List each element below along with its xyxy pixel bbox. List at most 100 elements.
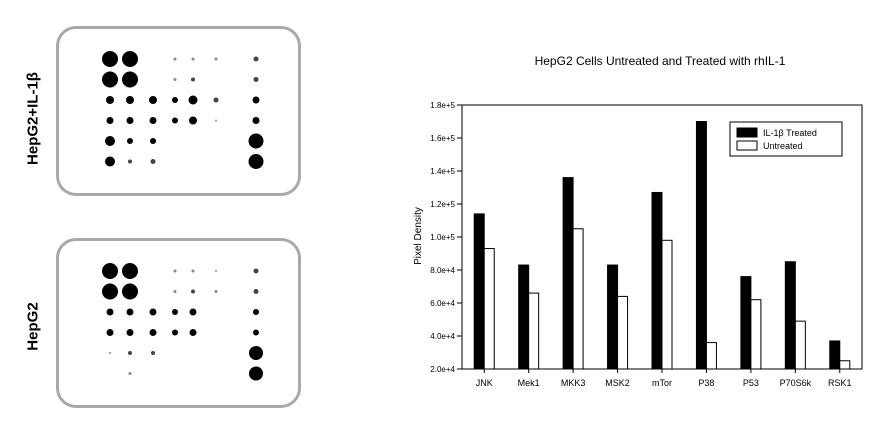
bar-untreated bbox=[839, 360, 851, 370]
untreated-blot-dot bbox=[215, 270, 217, 272]
bar-treated bbox=[740, 276, 752, 370]
y-tick-label: 1.4e+5 bbox=[430, 167, 455, 176]
treated-blot-dot bbox=[150, 159, 156, 164]
y-tick-label: 1.0e+5 bbox=[430, 233, 455, 242]
x-tick-label: Mek1 bbox=[518, 378, 540, 388]
treated-blot-dot bbox=[122, 71, 138, 88]
bar-untreated bbox=[750, 299, 762, 370]
treated-blot-dot bbox=[128, 159, 132, 164]
untreated-blot-dot bbox=[128, 351, 132, 355]
untreated-blot-dot bbox=[191, 289, 195, 294]
untreated-blot-dot bbox=[189, 329, 197, 336]
treated-blot-dot bbox=[248, 133, 264, 149]
bar-treated bbox=[473, 213, 485, 370]
untreated-blot-dot bbox=[172, 329, 178, 336]
untreated-blot-dot bbox=[106, 329, 114, 336]
bar-treated bbox=[784, 261, 796, 370]
bar-untreated bbox=[705, 342, 717, 370]
untreated-blot-dot bbox=[173, 290, 177, 293]
treated-blot-dot bbox=[102, 71, 118, 88]
y-tick-label: 1.2e+5 bbox=[430, 200, 455, 209]
untreated-blot-dot bbox=[102, 263, 118, 279]
bar-treated bbox=[518, 264, 530, 370]
untreated-blot-dot bbox=[126, 308, 134, 316]
treated-blot-dot bbox=[149, 96, 157, 104]
treated-blot-dot bbox=[173, 78, 177, 81]
y-axis-label: Pixel Density bbox=[413, 207, 424, 265]
treated-blot-dot bbox=[172, 97, 178, 103]
plot-area: 2.0e+4 4.0e+4 6.0e+4 8.0e+4 1.0e+5 1.2e+5 1.4e… bbox=[430, 101, 863, 388]
blot-dots bbox=[102, 51, 264, 381]
treated-blot-dot bbox=[127, 138, 133, 144]
untreated-blot-dot bbox=[106, 308, 114, 316]
x-tick-label: mTor bbox=[652, 378, 672, 388]
y-tick-label: 8.0e+4 bbox=[430, 266, 455, 275]
bar-untreated bbox=[528, 292, 540, 370]
bar-untreated bbox=[617, 295, 629, 370]
untreated-blot-dot bbox=[128, 372, 132, 375]
legend-label: IL-1β Treated bbox=[763, 128, 817, 138]
treated-blot-dot bbox=[122, 51, 138, 67]
treated-blot-dot bbox=[191, 77, 195, 82]
legend-swatch bbox=[736, 127, 758, 138]
legend-swatch bbox=[736, 140, 758, 151]
treated-blot-dot bbox=[191, 57, 195, 61]
treated-blot-dot bbox=[172, 117, 178, 124]
treated-blot-dot bbox=[173, 57, 177, 61]
treated-blot-dot bbox=[188, 95, 198, 105]
treated-blot-dot bbox=[252, 117, 260, 124]
bar-treated bbox=[651, 191, 663, 370]
treated-blot-dot bbox=[150, 138, 156, 144]
y-tick-label: 1.6e+5 bbox=[430, 134, 455, 143]
untreated-blot-dot bbox=[126, 329, 134, 336]
bar-untreated bbox=[572, 228, 584, 370]
bar-treated bbox=[607, 264, 619, 370]
x-tick-label: P70S6k bbox=[780, 378, 812, 388]
untreated-blot-dot bbox=[249, 366, 263, 381]
bar-treated bbox=[562, 177, 574, 370]
untreated-blot-dot bbox=[253, 268, 259, 274]
untreated-blot-dot bbox=[253, 289, 259, 294]
treated-blot-dot bbox=[149, 117, 157, 124]
treated-blot-dot bbox=[106, 117, 114, 124]
bar-untreated bbox=[794, 320, 806, 370]
untreated-blot-dot bbox=[122, 263, 138, 279]
bar-untreated bbox=[483, 248, 495, 370]
untreated-blot-dot bbox=[151, 351, 155, 355]
x-tick-label: RSK1 bbox=[828, 378, 852, 388]
legend-label: Untreated bbox=[763, 141, 803, 151]
treated-blot-dot bbox=[106, 96, 114, 104]
y-tick-label: 6.0e+4 bbox=[430, 299, 455, 308]
blot-panel-untreated bbox=[56, 238, 301, 408]
untreated-blot-dot bbox=[191, 269, 195, 273]
bar-treated bbox=[829, 340, 841, 370]
x-tick-label: P53 bbox=[743, 378, 759, 388]
blot-panel-treated bbox=[56, 26, 301, 196]
treated-blot-dot bbox=[189, 116, 197, 125]
chart-title: HepG2 Cells Untreated and Treated with r… bbox=[535, 54, 786, 68]
x-tick-label: MSK2 bbox=[605, 378, 630, 388]
treated-blot-dot bbox=[126, 96, 134, 104]
untreated-blot-dot bbox=[249, 346, 263, 360]
treated-blot-dot bbox=[253, 77, 259, 82]
y-tick-label: 4.0e+4 bbox=[430, 332, 455, 341]
treated-blot-dot bbox=[253, 56, 259, 62]
untreated-blot-dot bbox=[253, 309, 259, 315]
untreated-blot-dot bbox=[149, 308, 157, 316]
x-tick-label: MKK3 bbox=[561, 378, 586, 388]
untreated-blot-dot bbox=[122, 283, 138, 300]
untreated-blot-dot bbox=[149, 329, 157, 336]
x-tick-label: JNK bbox=[476, 378, 493, 388]
bar-treated bbox=[695, 121, 707, 370]
treated-blot-dot bbox=[248, 154, 264, 169]
untreated-blot-dot bbox=[189, 308, 197, 316]
y-tick-label: 1.8e+5 bbox=[430, 101, 455, 110]
treated-blot-dot bbox=[213, 97, 219, 103]
treated-blot-dot bbox=[215, 119, 217, 122]
untreated-blot-dot bbox=[214, 290, 218, 293]
untreated-blot-dot bbox=[102, 283, 118, 300]
treated-blot-dot bbox=[252, 96, 260, 104]
treated-blot-dot bbox=[102, 51, 118, 67]
untreated-blot-dot bbox=[172, 309, 178, 315]
